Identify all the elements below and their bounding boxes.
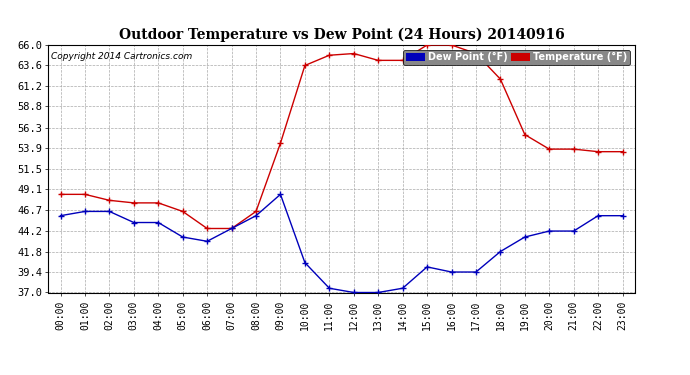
Title: Outdoor Temperature vs Dew Point (24 Hours) 20140916: Outdoor Temperature vs Dew Point (24 Hou… bbox=[119, 28, 564, 42]
Legend: Dew Point (°F), Temperature (°F): Dew Point (°F), Temperature (°F) bbox=[404, 50, 630, 65]
Text: Copyright 2014 Cartronics.com: Copyright 2014 Cartronics.com bbox=[51, 53, 193, 62]
